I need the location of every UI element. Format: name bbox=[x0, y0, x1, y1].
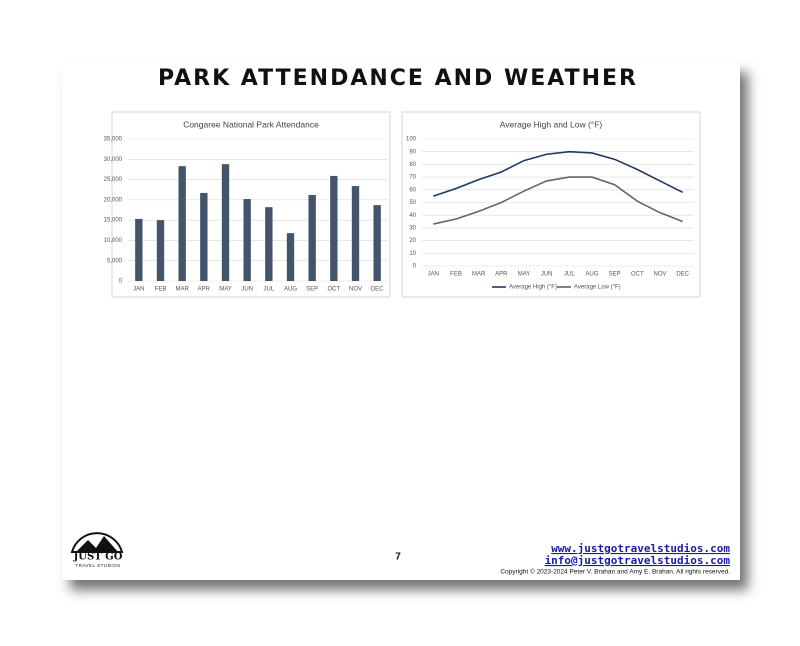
x-tick-label: DEC bbox=[676, 272, 689, 278]
page-number: 7 bbox=[395, 552, 401, 563]
x-tick-label: SEP bbox=[609, 272, 621, 278]
bar bbox=[156, 220, 165, 281]
legend-label: Average High (°F) bbox=[509, 285, 557, 291]
x-tick-label: MAR bbox=[472, 272, 486, 278]
y-tick-label: 60 bbox=[409, 187, 416, 193]
bar bbox=[308, 194, 316, 281]
bar bbox=[135, 218, 143, 281]
y-tick-label: 50 bbox=[409, 200, 416, 206]
y-tick-label: 100 bbox=[406, 137, 417, 143]
x-tick-label: DEC bbox=[371, 287, 384, 293]
x-tick-label: APR bbox=[495, 272, 508, 278]
x-tick-label: OCT bbox=[631, 272, 644, 278]
x-tick-label: JAN bbox=[133, 287, 144, 293]
y-tick-label: 0 bbox=[413, 264, 417, 270]
bar bbox=[221, 164, 230, 281]
bar bbox=[330, 175, 338, 281]
y-tick-label: 25,000 bbox=[104, 177, 123, 183]
bar bbox=[373, 205, 381, 281]
x-tick-label: MAY bbox=[518, 272, 531, 278]
x-tick-label: JUN bbox=[541, 272, 553, 278]
x-tick-label: OCT bbox=[327, 287, 340, 293]
chart-title: Average High and Low (°F) bbox=[500, 119, 603, 129]
y-tick-label: 10 bbox=[409, 251, 416, 257]
bar bbox=[351, 186, 360, 281]
logo-title: JUST GO bbox=[73, 552, 123, 563]
chart-title: Congaree National Park Attendance bbox=[183, 119, 319, 129]
x-tick-label: JUL bbox=[564, 272, 575, 278]
x-tick-label: JAN bbox=[428, 272, 439, 278]
series-line bbox=[433, 150, 684, 197]
y-tick-label: 0 bbox=[119, 279, 123, 285]
bar bbox=[243, 199, 251, 281]
legend-label: Average Low (°F) bbox=[574, 285, 621, 291]
y-tick-label: 70 bbox=[409, 175, 416, 181]
x-tick-label: NOV bbox=[349, 287, 362, 293]
x-tick-label: NOV bbox=[653, 272, 666, 278]
bar bbox=[178, 166, 186, 281]
x-tick-label: APR bbox=[198, 287, 211, 293]
x-tick-label: MAR bbox=[175, 287, 189, 293]
y-tick-label: 5,000 bbox=[107, 258, 123, 264]
bar bbox=[265, 207, 273, 281]
x-tick-label: JUL bbox=[263, 287, 274, 293]
y-tick-label: 90 bbox=[409, 149, 416, 155]
series-line bbox=[433, 176, 683, 225]
y-tick-label: 30,000 bbox=[104, 157, 123, 163]
email-link[interactable]: info@justgotravelstudios.com bbox=[545, 554, 731, 567]
x-tick-label: AUG bbox=[585, 272, 598, 278]
chart-frame bbox=[401, 111, 701, 298]
x-tick-label: FEB bbox=[450, 272, 462, 278]
y-tick-label: 10,000 bbox=[104, 238, 123, 244]
y-tick-label: 15,000 bbox=[104, 218, 123, 224]
y-tick-label: 80 bbox=[409, 162, 416, 168]
y-tick-label: 20,000 bbox=[104, 197, 123, 203]
y-tick-label: 20 bbox=[409, 238, 416, 244]
y-tick-label: 30 bbox=[409, 225, 416, 231]
x-tick-label: JUN bbox=[241, 287, 253, 293]
website-link[interactable]: www.justgotravelstudios.com bbox=[551, 542, 730, 555]
y-tick-label: 35,000 bbox=[104, 137, 123, 143]
logo: JUST GO TRAVEL STUDIOS bbox=[70, 532, 124, 568]
y-tick-label: 40 bbox=[409, 213, 416, 219]
bar bbox=[200, 192, 208, 281]
copyright: Copyright © 2023-2024 Peter V. Brahan an… bbox=[500, 568, 730, 576]
x-tick-label: SEP bbox=[306, 287, 318, 293]
x-tick-label: FEB bbox=[155, 287, 167, 293]
chart-frame bbox=[111, 111, 391, 298]
x-tick-label: AUG bbox=[284, 287, 297, 293]
page-title: PARK ATTENDANCE AND WEATHER bbox=[158, 66, 638, 91]
logo-subtitle: TRAVEL STUDIOS bbox=[75, 563, 120, 568]
x-tick-label: MAY bbox=[219, 287, 232, 293]
bar bbox=[286, 233, 295, 281]
